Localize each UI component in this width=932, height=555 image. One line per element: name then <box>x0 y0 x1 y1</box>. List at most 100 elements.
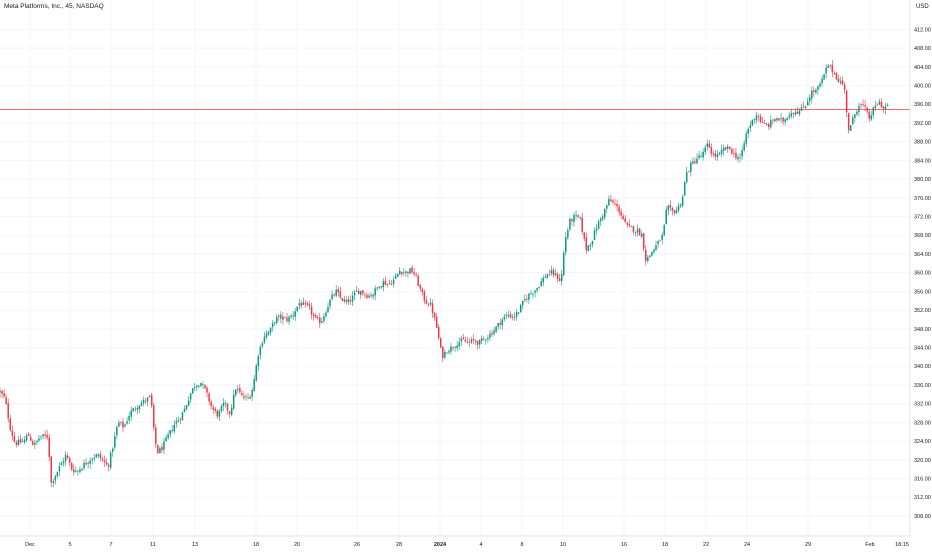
candle[interactable] <box>95 453 98 459</box>
candle-body[interactable] <box>610 199 612 202</box>
candle-body[interactable] <box>729 146 731 149</box>
candle[interactable] <box>731 147 733 155</box>
candle-body[interactable] <box>499 322 501 325</box>
candle-body[interactable] <box>526 298 528 300</box>
candle[interactable] <box>161 442 163 454</box>
candle-body[interactable] <box>595 228 598 231</box>
candle-body[interactable] <box>876 104 879 106</box>
candle-body[interactable] <box>813 90 815 92</box>
candle-body[interactable] <box>77 470 79 472</box>
candle[interactable] <box>214 406 217 414</box>
candle[interactable] <box>376 287 378 292</box>
candle-body[interactable] <box>173 424 176 432</box>
candle[interactable] <box>497 322 499 330</box>
candle-body[interactable] <box>249 396 251 399</box>
candle[interactable] <box>118 419 120 427</box>
candle-body[interactable] <box>11 430 14 436</box>
candle[interactable] <box>331 290 333 301</box>
candle-body[interactable] <box>839 81 842 83</box>
candle[interactable] <box>157 444 159 455</box>
candle[interactable] <box>718 151 721 156</box>
candle-body[interactable] <box>577 215 579 217</box>
candle[interactable] <box>634 231 637 237</box>
candle[interactable] <box>150 392 153 408</box>
candle[interactable] <box>89 457 91 469</box>
candle[interactable] <box>36 440 38 446</box>
candle[interactable] <box>249 394 251 400</box>
candle[interactable] <box>210 399 212 410</box>
candle-body[interactable] <box>405 271 407 274</box>
candle-body[interactable] <box>784 119 786 122</box>
candle-body[interactable] <box>663 224 665 236</box>
candle-body[interactable] <box>538 286 540 289</box>
candle[interactable] <box>261 340 264 349</box>
candle-body[interactable] <box>36 440 38 443</box>
candle-body[interactable] <box>665 209 668 225</box>
candle[interactable] <box>345 296 348 305</box>
candle-body[interactable] <box>134 408 137 410</box>
candle[interactable] <box>845 89 848 117</box>
x-axis[interactable]: Dec 5 7 11 13 18 20 26 28 2024 4 8 10 16 18 22 24 29 Feb 18… <box>25 542 909 548</box>
candle[interactable] <box>454 345 456 352</box>
candle-body[interactable] <box>60 463 63 466</box>
candle-body[interactable] <box>552 269 555 276</box>
candle[interactable] <box>355 286 358 293</box>
candle-body[interactable] <box>407 271 409 274</box>
candle[interactable] <box>647 255 649 264</box>
candle-body[interactable] <box>864 105 866 107</box>
candle[interactable] <box>68 456 71 467</box>
candle-body[interactable] <box>501 319 504 326</box>
candle[interactable] <box>101 456 104 463</box>
candle-body[interactable] <box>704 147 706 153</box>
candle[interactable] <box>552 267 555 278</box>
candle-body[interactable] <box>25 435 28 441</box>
candle[interactable] <box>216 408 219 419</box>
candle-body[interactable] <box>659 240 661 242</box>
candle-body[interactable] <box>423 291 426 301</box>
candle-body[interactable] <box>481 338 483 341</box>
candle-body[interactable] <box>366 294 368 298</box>
candle-body[interactable] <box>99 454 102 459</box>
candle-body[interactable] <box>431 303 434 314</box>
candle[interactable] <box>308 300 311 310</box>
candle[interactable] <box>319 312 321 329</box>
candle-body[interactable] <box>585 237 588 251</box>
candle[interactable] <box>116 425 118 440</box>
candle-body[interactable] <box>632 226 635 232</box>
candle-body[interactable] <box>417 275 419 286</box>
candle[interactable] <box>220 404 223 414</box>
candle-body[interactable] <box>235 389 237 396</box>
candle-body[interactable] <box>302 302 305 305</box>
candle[interactable] <box>624 214 627 224</box>
candle[interactable] <box>768 122 770 131</box>
candle-body[interactable] <box>489 333 491 338</box>
candle[interactable] <box>370 292 372 299</box>
candle-body[interactable] <box>210 401 212 407</box>
candle-body[interactable] <box>556 274 559 279</box>
candle-body[interactable] <box>739 157 741 158</box>
candle[interactable] <box>179 417 182 425</box>
candle-body[interactable] <box>276 317 278 323</box>
candle[interactable] <box>505 312 508 319</box>
candle[interactable] <box>255 363 258 383</box>
candle-body[interactable] <box>314 315 317 318</box>
candle-body[interactable] <box>483 338 485 340</box>
candle-body[interactable] <box>599 218 602 222</box>
candle-body[interactable] <box>530 293 532 295</box>
candle[interactable] <box>440 336 442 349</box>
candle-body[interactable] <box>64 454 67 462</box>
candle-body[interactable] <box>624 218 627 223</box>
candle[interactable] <box>278 314 280 322</box>
candle-body[interactable] <box>292 315 294 317</box>
candle[interactable] <box>343 295 346 304</box>
candle[interactable] <box>310 302 313 320</box>
candle[interactable] <box>93 454 96 462</box>
candle[interactable] <box>97 453 100 459</box>
candle[interactable] <box>109 450 112 470</box>
candle[interactable] <box>679 202 682 209</box>
candle-body[interactable] <box>579 217 581 218</box>
candle[interactable] <box>811 86 813 104</box>
candle[interactable] <box>17 436 20 447</box>
candle-body[interactable] <box>675 210 678 214</box>
candle-body[interactable] <box>351 295 354 302</box>
